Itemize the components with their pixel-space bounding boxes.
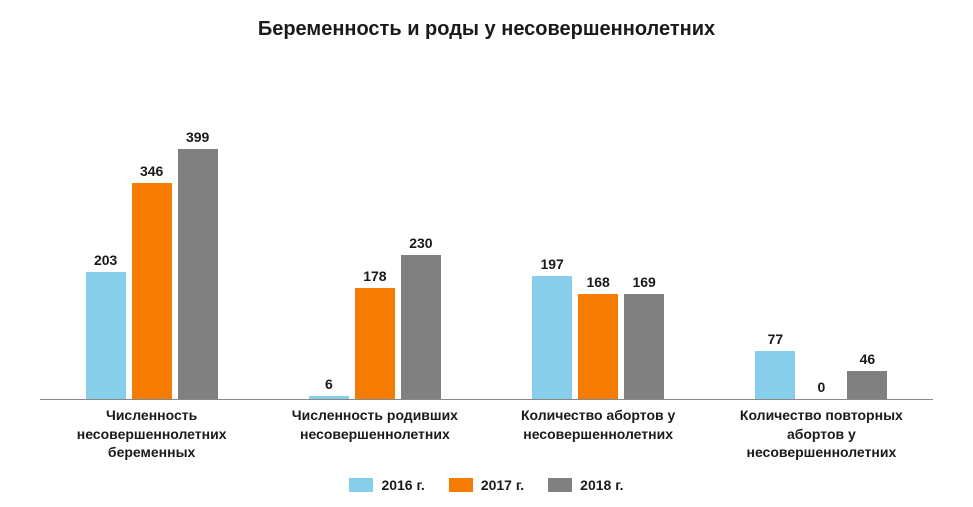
- bar: [86, 272, 126, 399]
- bar-value-label: 346: [140, 163, 163, 179]
- bar-value-label: 399: [186, 129, 209, 145]
- bar-value-label: 230: [409, 235, 432, 251]
- bar-value-label: 46: [860, 351, 876, 367]
- legend-item: 2016 г.: [349, 477, 424, 493]
- chart-title: Беременность и роды у несовершеннолетних: [0, 0, 973, 45]
- legend-item: 2017 г.: [449, 477, 524, 493]
- bar: [624, 294, 664, 400]
- bar: [755, 351, 795, 399]
- bar-group: 197 168 169: [487, 120, 710, 399]
- legend-label: 2018 г.: [580, 477, 623, 493]
- bar-wrap: 6: [309, 376, 349, 400]
- bar-groups: 203 346 399 6 178 230 197 168 169 77 0 46: [40, 120, 933, 400]
- x-axis-label: Количество абортов у несовершеннолетних: [487, 406, 710, 461]
- bar: [309, 396, 349, 400]
- bar: [401, 255, 441, 399]
- bar: [355, 288, 395, 400]
- bar: [578, 294, 618, 399]
- legend-swatch: [548, 478, 572, 492]
- bar-wrap: 399: [178, 129, 218, 399]
- plot-area: 203 346 399 6 178 230 197 168 169 77 0 46: [40, 45, 933, 400]
- bar-wrap: 169: [624, 274, 664, 400]
- legend: 2016 г. 2017 г. 2018 г.: [0, 461, 973, 507]
- bar-group: 6 178 230: [263, 120, 486, 399]
- bar-wrap: 77: [755, 331, 795, 399]
- bar-wrap: 0: [801, 379, 841, 399]
- legend-label: 2017 г.: [481, 477, 524, 493]
- x-axis-labels: Численность несовершеннолетних беременны…: [40, 406, 933, 461]
- x-axis-label: Численность несовершеннолетних беременны…: [40, 406, 263, 461]
- legend-label: 2016 г.: [381, 477, 424, 493]
- legend-swatch: [449, 478, 473, 492]
- bar-wrap: 178: [355, 268, 395, 400]
- bar-value-label: 197: [540, 256, 563, 272]
- x-axis-label: Количество повторных абортов у несоверше…: [710, 406, 933, 461]
- bar-value-label: 169: [632, 274, 655, 290]
- bar-wrap: 168: [578, 274, 618, 399]
- bar-value-label: 0: [817, 379, 825, 395]
- bar-group: 77 0 46: [710, 120, 933, 399]
- bar-wrap: 346: [132, 163, 172, 400]
- chart-container: Беременность и роды у несовершеннолетних…: [0, 0, 973, 507]
- legend-swatch: [349, 478, 373, 492]
- bar-group: 203 346 399: [40, 120, 263, 399]
- bar: [532, 276, 572, 399]
- bar-value-label: 6: [325, 376, 333, 392]
- x-axis-label: Численность родивших несовершеннолетних: [263, 406, 486, 461]
- bar: [847, 371, 887, 400]
- bar: [178, 149, 218, 399]
- bar-wrap: 230: [401, 235, 441, 399]
- bar-value-label: 77: [768, 331, 784, 347]
- bar-wrap: 203: [86, 252, 126, 399]
- bar-wrap: 46: [847, 351, 887, 400]
- legend-item: 2018 г.: [548, 477, 623, 493]
- bar-value-label: 168: [586, 274, 609, 290]
- bar-value-label: 178: [363, 268, 386, 284]
- bar-wrap: 197: [532, 256, 572, 399]
- bar: [132, 183, 172, 400]
- bar-value-label: 203: [94, 252, 117, 268]
